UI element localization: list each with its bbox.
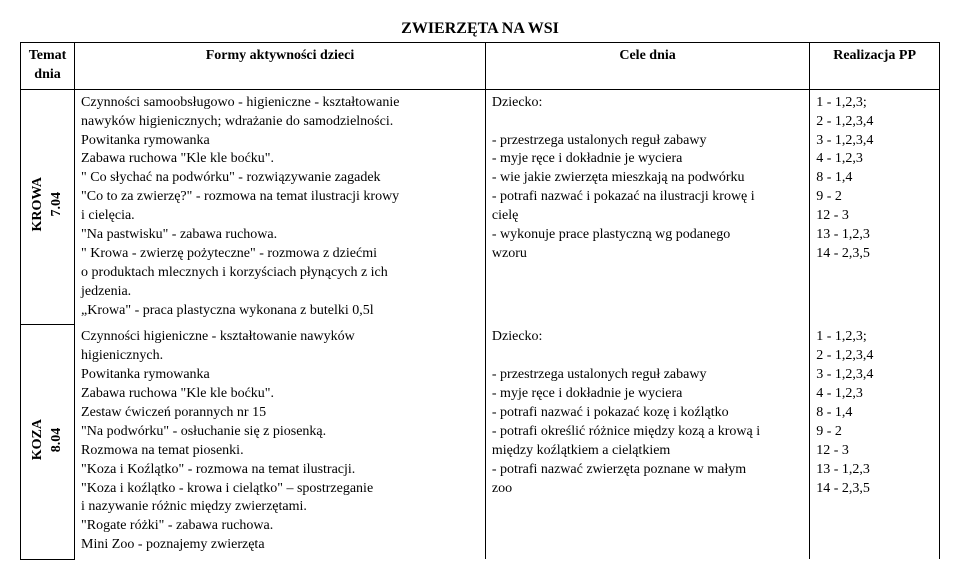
row-goals-cell: Dziecko: - przestrzega ustalonych reguł … <box>485 324 809 559</box>
row-date-text: KROWA 7.04 <box>29 177 67 231</box>
table-row: KROWA 7.04 Czynności samoobsługowo - hig… <box>21 89 940 324</box>
row-pp-text: 1 - 1,2,3; 2 - 1,2,3,4 3 - 1,2,3,4 4 - 1… <box>816 329 873 495</box>
header-pp: Realizacja PP <box>810 43 940 90</box>
row-forms-text: Czynności samoobsługowo - higieniczne - … <box>81 95 399 318</box>
header-date: Temat dnia <box>21 43 75 90</box>
row-date-text: KOZA 8.04 <box>29 419 67 460</box>
row-date-cell: KOZA 8.04 <box>21 324 75 559</box>
row-forms-text: Czynności higieniczne - kształtowanie na… <box>81 329 373 552</box>
header-forms: Formy aktywności dzieci <box>75 43 486 90</box>
row-goals-text: Dziecko: - przestrzega ustalonych reguł … <box>492 329 760 495</box>
row-pp-cell: 1 - 1,2,3; 2 - 1,2,3,4 3 - 1,2,3,4 4 - 1… <box>810 89 940 324</box>
row-pp-text: 1 - 1,2,3; 2 - 1,2,3,4 3 - 1,2,3,4 4 - 1… <box>816 95 873 261</box>
page-title: ZWIERZĘTA NA WSI <box>20 20 940 38</box>
row-goals-cell: Dziecko: - przestrzega ustalonych reguł … <box>485 89 809 324</box>
table-header-row: Temat dnia Formy aktywności dzieci Cele … <box>21 43 940 90</box>
row-forms-cell: Czynności higieniczne - kształtowanie na… <box>75 324 486 559</box>
lesson-table: Temat dnia Formy aktywności dzieci Cele … <box>20 42 940 560</box>
row-pp-cell: 1 - 1,2,3; 2 - 1,2,3,4 3 - 1,2,3,4 4 - 1… <box>810 324 940 559</box>
row-forms-cell: Czynności samoobsługowo - higieniczne - … <box>75 89 486 324</box>
header-goals: Cele dnia <box>485 43 809 90</box>
row-date-cell: KROWA 7.04 <box>21 89 75 324</box>
row-goals-text: Dziecko: - przestrzega ustalonych reguł … <box>492 95 755 261</box>
table-row: KOZA 8.04 Czynności higieniczne - kształ… <box>21 324 940 559</box>
